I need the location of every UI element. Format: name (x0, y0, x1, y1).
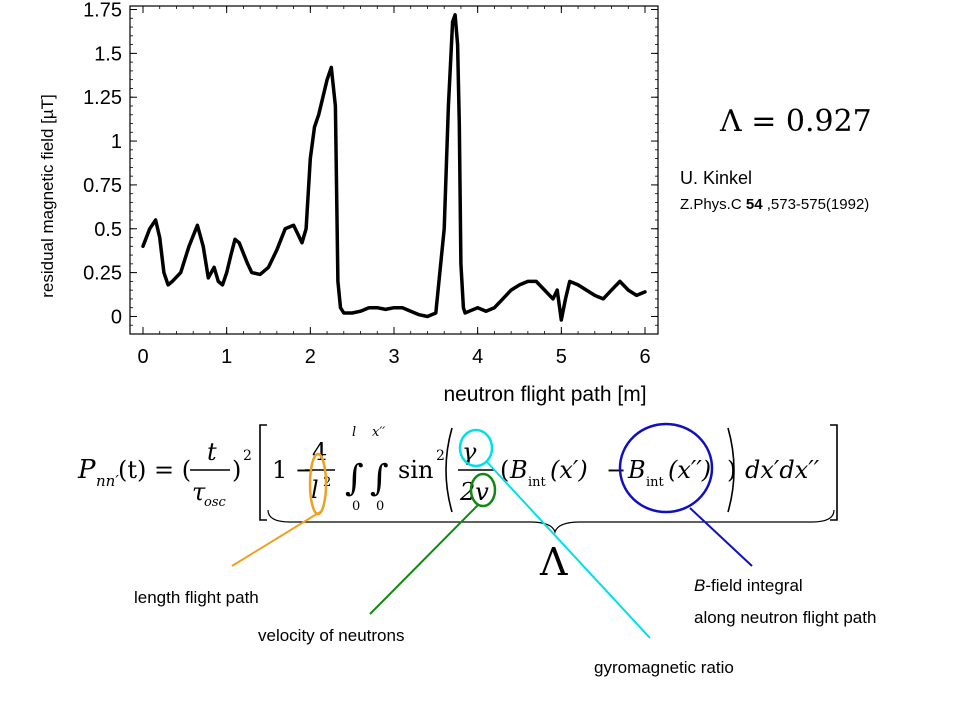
bfield-highlight-ellipse (618, 422, 714, 514)
eq-P-sub: nn′ (96, 472, 119, 490)
bfield-label-rest: -field integral (705, 576, 803, 595)
eq-close-paren: ) (232, 456, 241, 484)
velocity-label: velocity of neutrons (258, 626, 405, 645)
eq-B1: B (509, 456, 528, 484)
y-tick-label: 1.25 (83, 87, 122, 109)
eq-sin-squared: 2 (436, 448, 445, 464)
y-tick-label: 1 (111, 131, 122, 153)
eq-tau: τ (192, 478, 206, 506)
eq-differentials: dx′dx′′ (745, 456, 820, 484)
velocity-pointer-line (369, 504, 479, 615)
eq-integral-1-upper: l (352, 425, 356, 440)
x-tick-label: 2 (305, 346, 316, 368)
eq-integral-2: ∫ (370, 458, 389, 499)
reference-journal: Z.Phys.C 54 ,573-575(1992) (680, 196, 869, 213)
x-tick-label: 3 (388, 346, 399, 368)
eq-squared: 2 (243, 448, 252, 464)
eq-paren-right (727, 427, 735, 513)
eq-t-numerator: t (207, 438, 217, 466)
reference-journal-name: Z.Phys.C (680, 196, 746, 213)
x-axis-title: neutron flight path [m] (443, 383, 646, 406)
eq-tau-sub: osc (204, 495, 226, 510)
eq-lhs-rest: (t) = ( (118, 456, 191, 484)
x-tick-label: 1 (221, 346, 232, 368)
y-tick-label: 0.5 (94, 219, 122, 241)
lambda-value: Λ = 0.927 (720, 104, 872, 139)
eq-P: P (77, 455, 96, 485)
eq-integral-2-upper: x′′ (372, 425, 385, 440)
eq-B2-sub: int (646, 475, 665, 490)
x-tick-label: 0 (137, 346, 148, 368)
eq-sin: sin (398, 456, 433, 484)
velocity-highlight-ellipse (469, 472, 497, 508)
bfield-label: B-field integral (694, 576, 803, 596)
reference-author: U. Kinkel (680, 168, 753, 188)
y-tick-label: 1.75 (83, 0, 122, 22)
eq-big-bracket-right (830, 424, 838, 521)
length-pointer-line (231, 511, 321, 567)
eq-underbrace (267, 509, 835, 535)
y-tick-label: 0.75 (83, 175, 122, 197)
reference-pages: ,573-575(1992) (762, 196, 870, 213)
gyro-pointer-line (486, 461, 651, 639)
eq-B2: B (627, 456, 646, 484)
eq-open-paren-B: ( (500, 456, 509, 484)
eq-gamma: γ (462, 438, 477, 466)
eq-integral-1-lower: 0 (352, 499, 360, 514)
eq-integral-2-lower: 0 (376, 499, 384, 514)
eq-big-bracket-left (259, 424, 267, 521)
eq-x-prime: (x′) (550, 456, 588, 484)
y-tick-labels: 0 0.25 0.5 0.75 1 1.25 1.5 1.75 (83, 0, 122, 328)
eq-paren-left (445, 427, 453, 513)
eq-minus: − (606, 456, 626, 484)
x-tick-labels: 0 1 2 3 4 5 6 (137, 346, 650, 368)
bfield-pointer-line (689, 507, 753, 567)
eq-lambda-symbol: Λ (539, 540, 568, 584)
x-tick-label: 5 (556, 346, 567, 368)
axis-ticks (130, 6, 658, 334)
reference-volume: 54 (745, 196, 763, 213)
y-tick-label: 0.25 (83, 263, 122, 285)
y-tick-label: 1.5 (94, 43, 122, 65)
y-tick-label: 0 (111, 306, 122, 328)
x-tick-label: 6 (639, 346, 650, 368)
length-label: length flight path (134, 588, 259, 607)
eq-x-double-prime: (x′′) (668, 456, 711, 484)
eq-l: l (311, 476, 319, 504)
y-axis-title: residual magnetic field [µT] (38, 94, 57, 298)
eq-B1-sub: int (528, 475, 547, 490)
gyro-highlight-ellipse (458, 428, 494, 468)
x-tick-label: 4 (472, 346, 483, 368)
eq-four: 4 (312, 438, 327, 466)
field-curve-line (141, 13, 647, 322)
eq-close-paren-B: ) (727, 456, 736, 484)
gyro-label: gyromagnetic ratio (594, 658, 734, 677)
bfield-label-line2: along neutron flight path (694, 608, 877, 627)
bfield-label-B: B (694, 576, 706, 595)
eq-integral-1: ∫ (345, 458, 364, 499)
